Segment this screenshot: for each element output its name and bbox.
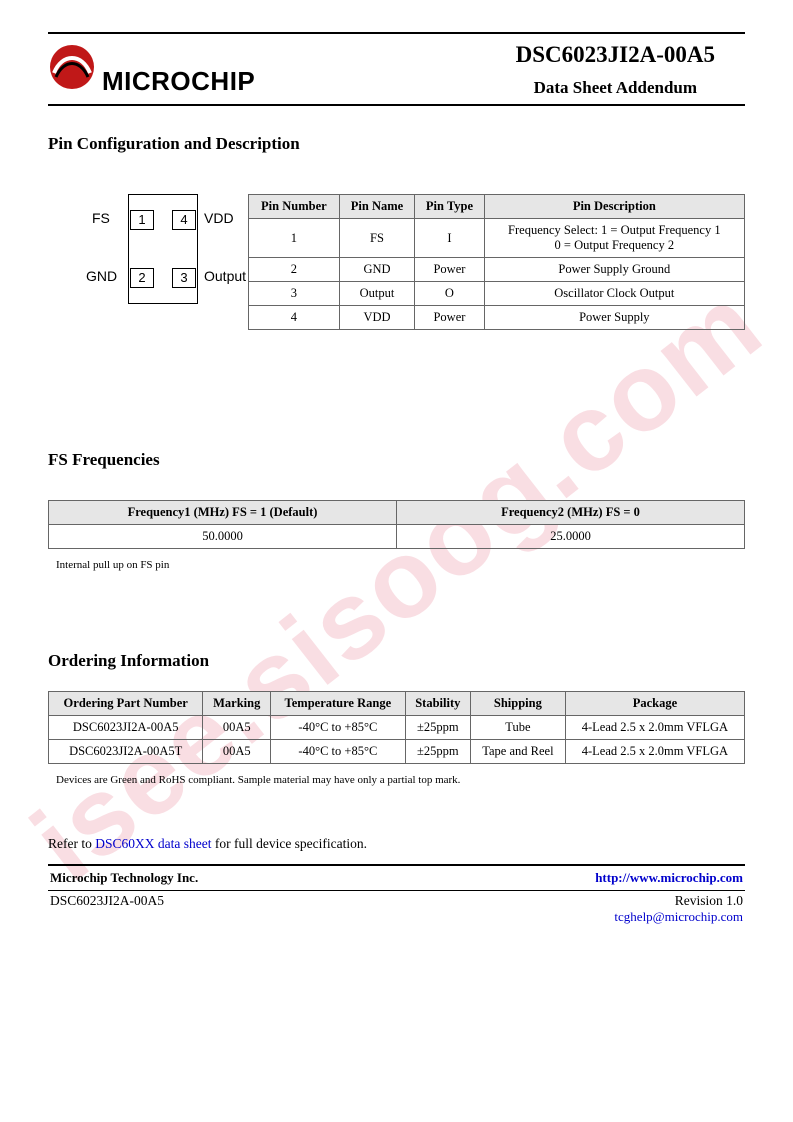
pin-desc-cell: Oscillator Clock Output: [484, 282, 744, 306]
fs-table-header: Frequency2 (MHz) FS = 0: [397, 501, 745, 525]
pin-cell: VDD: [339, 306, 415, 330]
datasheet-link[interactable]: DSC60XX data sheet: [95, 836, 211, 851]
order-cell: 00A5: [203, 716, 271, 740]
ref-suffix: for full device specification.: [211, 836, 367, 851]
pin-table: Pin NumberPin NamePin TypePin Descriptio…: [248, 194, 745, 330]
pin-cell: Output: [339, 282, 415, 306]
pin-cell: O: [415, 282, 484, 306]
pin-table-header: Pin Type: [415, 195, 484, 219]
order-table-header: Shipping: [470, 692, 565, 716]
footer-part: DSC6023JI2A-00A5: [50, 893, 164, 909]
header: MICROCHIP DSC6023JI2A-00A5 Data Sheet Ad…: [48, 34, 745, 106]
order-cell: 00A5: [203, 740, 271, 764]
order-cell: DSC6023JI2A-00A5: [49, 716, 203, 740]
order-cell: Tape and Reel: [470, 740, 565, 764]
order-cell: ±25ppm: [405, 740, 470, 764]
pin-label-vdd: VDD: [204, 210, 234, 226]
logo: MICROCHIP: [48, 43, 255, 97]
order-table-header: Stability: [405, 692, 470, 716]
part-number: DSC6023JI2A-00A5: [516, 42, 715, 68]
table-row: 1FSIFrequency Select: 1 = Output Frequen…: [249, 219, 745, 258]
pin-cell: 4: [249, 306, 340, 330]
pin-box-1: 1: [130, 210, 154, 230]
footer-revision: Revision 1.0: [675, 893, 743, 909]
pin-cell: 3: [249, 282, 340, 306]
pin-cell: FS: [339, 219, 415, 258]
fs-table-header: Frequency1 (MHz) FS = 1 (Default): [49, 501, 397, 525]
pin-cell: Power: [415, 258, 484, 282]
microchip-logo-icon: [48, 43, 96, 91]
order-table: Ordering Part NumberMarkingTemperature R…: [48, 691, 745, 764]
order-table-header: Marking: [203, 692, 271, 716]
order-cell: DSC6023JI2A-00A5T: [49, 740, 203, 764]
pin-cell: 2: [249, 258, 340, 282]
footer-url[interactable]: http://www.microchip.com: [595, 870, 743, 886]
pin-box-4: 4: [172, 210, 196, 230]
pin-label-gnd: GND: [86, 268, 117, 284]
order-note: Devices are Green and RoHS compliant. Sa…: [56, 774, 745, 786]
pin-cell: I: [415, 219, 484, 258]
pin-diagram: 1 4 2 3 FS VDD GND Output: [48, 194, 228, 314]
order-table-header: Temperature Range: [271, 692, 405, 716]
order-cell: ±25ppm: [405, 716, 470, 740]
ref-prefix: Refer to: [48, 836, 95, 851]
pin-cell: GND: [339, 258, 415, 282]
pin-desc-cell: Frequency Select: 1 = Output Frequency 1…: [484, 219, 744, 258]
fs-table: Frequency1 (MHz) FS = 1 (Default)Frequen…: [48, 500, 745, 549]
pin-cell: 1: [249, 219, 340, 258]
order-cell: -40°C to +85°C: [271, 716, 405, 740]
footer-company: Microchip Technology Inc.: [50, 870, 198, 886]
title-block: DSC6023JI2A-00A5 Data Sheet Addendum: [516, 42, 745, 98]
table-row: DSC6023JI2A-00A5T00A5-40°C to +85°C±25pp…: [49, 740, 745, 764]
table-row: 2GNDPowerPower Supply Ground: [249, 258, 745, 282]
pin-cell: Power: [415, 306, 484, 330]
pin-table-header: Pin Description: [484, 195, 744, 219]
pin-desc-cell: Power Supply: [484, 306, 744, 330]
footer-email[interactable]: tcghelp@microchip.com: [614, 909, 743, 924]
order-table-header: Ordering Part Number: [49, 692, 203, 716]
footer: Microchip Technology Inc. http://www.mic…: [48, 864, 745, 925]
order-cell: -40°C to +85°C: [271, 740, 405, 764]
fs-cell: 50.0000: [49, 525, 397, 549]
section-fs-freq: FS Frequencies: [48, 450, 745, 470]
pin-box-3: 3: [172, 268, 196, 288]
pin-desc-cell: Power Supply Ground: [484, 258, 744, 282]
order-cell: 4-Lead 2.5 x 2.0mm VFLGA: [565, 716, 744, 740]
fs-cell: 25.0000: [397, 525, 745, 549]
order-cell: 4-Lead 2.5 x 2.0mm VFLGA: [565, 740, 744, 764]
logo-text: MICROCHIP: [102, 66, 255, 97]
table-row: DSC6023JI2A-00A500A5-40°C to +85°C±25ppm…: [49, 716, 745, 740]
table-row: 3OutputOOscillator Clock Output: [249, 282, 745, 306]
order-table-header: Package: [565, 692, 744, 716]
section-ordering: Ordering Information: [48, 651, 745, 671]
pin-table-header: Pin Number: [249, 195, 340, 219]
pin-label-out: Output: [204, 268, 246, 284]
section-pin-config: Pin Configuration and Description: [48, 134, 745, 154]
fs-note: Internal pull up on FS pin: [56, 559, 745, 571]
order-cell: Tube: [470, 716, 565, 740]
doc-subtitle: Data Sheet Addendum: [516, 78, 715, 98]
table-row: 4VDDPowerPower Supply: [249, 306, 745, 330]
pin-box-2: 2: [130, 268, 154, 288]
pin-label-fs: FS: [92, 210, 110, 226]
pin-table-header: Pin Name: [339, 195, 415, 219]
reference-line: Refer to DSC60XX data sheet for full dev…: [48, 836, 745, 852]
